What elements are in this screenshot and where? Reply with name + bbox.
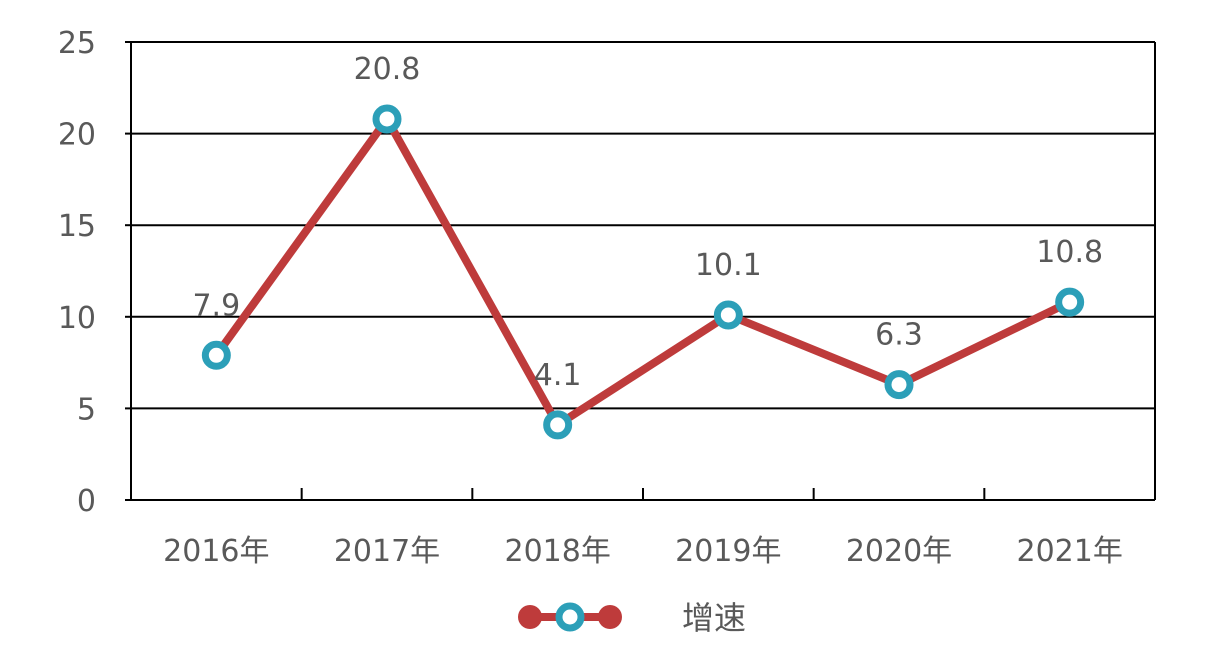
data-label-5: 10.8: [1036, 235, 1103, 270]
data-point-0: [201, 340, 231, 370]
x-tick-label-0: 2016年: [163, 534, 269, 569]
grid-lines: [131, 41, 1155, 410]
data-label-0: 7.9: [192, 288, 240, 323]
y-tick-label-20: 20: [58, 118, 96, 153]
y-tick-label-10: 10: [58, 301, 96, 336]
series-line-0: [213, 111, 1072, 431]
x-tick-label-1: 2017年: [334, 534, 440, 569]
x-tick-label-5: 2021年: [1016, 534, 1122, 569]
x-tick-label-2: 2018年: [504, 534, 610, 569]
legend-marker: [555, 602, 585, 632]
data-point-2: [543, 410, 573, 440]
y-tick-label-5: 5: [77, 392, 96, 427]
data-labels: 7.9 20.8 4.1 10.1 6.3 10.8: [192, 52, 1103, 393]
series-growth-rate: [201, 104, 1085, 440]
data-point-4: [884, 370, 914, 400]
y-tick-label-0: 0: [77, 484, 96, 519]
data-point-5: [1055, 287, 1085, 317]
data-label-3: 10.1: [695, 248, 762, 283]
data-label-2: 4.1: [534, 358, 582, 393]
data-point-3: [713, 300, 743, 330]
x-axis-tick-labels: 2016年 2017年 2018年 2019年 2020年 2021年: [163, 534, 1123, 569]
axes: [125, 41, 1156, 501]
y-tick-label-25: 25: [58, 26, 96, 61]
legend: 增速: [518, 599, 746, 637]
legend-left-dot: [518, 605, 542, 629]
x-tick-label-4: 2020年: [846, 534, 952, 569]
data-point-1: [372, 104, 402, 134]
y-tick-label-15: 15: [58, 209, 96, 244]
data-label-1: 20.8: [354, 52, 421, 87]
data-label-4: 6.3: [875, 318, 923, 353]
legend-right-dot: [598, 605, 622, 629]
y-axis-tick-labels: 0 5 10 15 20 25: [58, 26, 96, 519]
legend-label: 增速: [682, 599, 746, 637]
x-tick-label-3: 2019年: [675, 534, 781, 569]
